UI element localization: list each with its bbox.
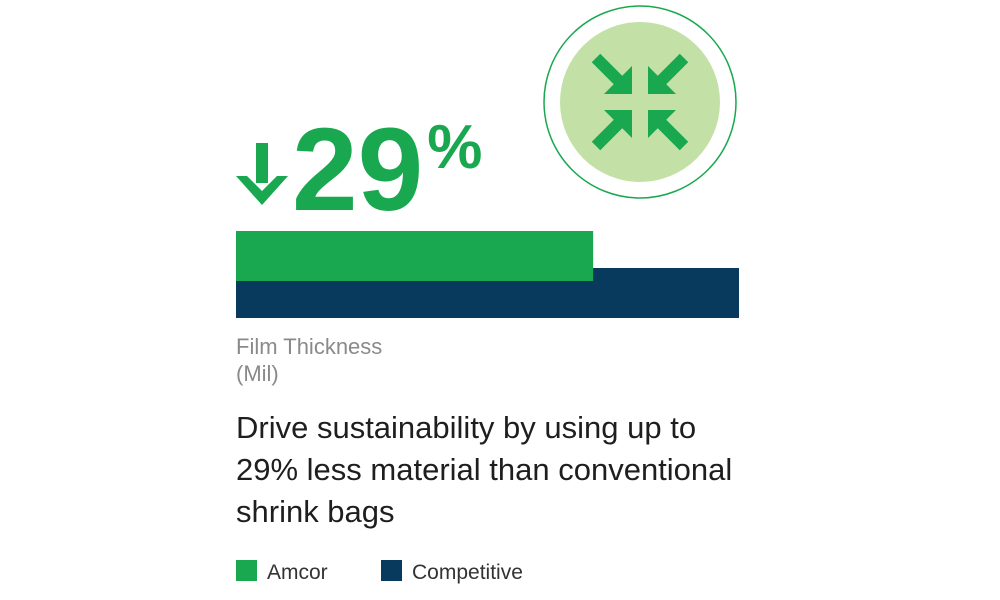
unit-label: (Mil) bbox=[236, 361, 279, 386]
legend-swatch bbox=[381, 560, 402, 581]
icon-arrow bbox=[591, 53, 632, 94]
legend: Amcor Competitive bbox=[236, 560, 523, 584]
description-line: 29% less material than conventional bbox=[236, 452, 732, 487]
down-arrow bbox=[236, 143, 288, 205]
bars bbox=[236, 231, 739, 318]
legend-label: Amcor bbox=[267, 561, 328, 584]
description-line: shrink bags bbox=[236, 494, 395, 529]
icon-ring bbox=[543, 5, 737, 199]
description-line: Drive sustainability by using up to bbox=[236, 410, 696, 445]
legend-label: Competitive bbox=[412, 561, 523, 584]
compress-icon bbox=[543, 5, 737, 199]
icon-disc bbox=[560, 22, 720, 182]
description: Drive sustainability by using up to 29% l… bbox=[236, 410, 732, 529]
bar bbox=[236, 231, 594, 281]
legend-swatch bbox=[236, 560, 257, 581]
axis-label: Film Thickness bbox=[236, 334, 382, 359]
headline: 29% bbox=[292, 104, 482, 236]
